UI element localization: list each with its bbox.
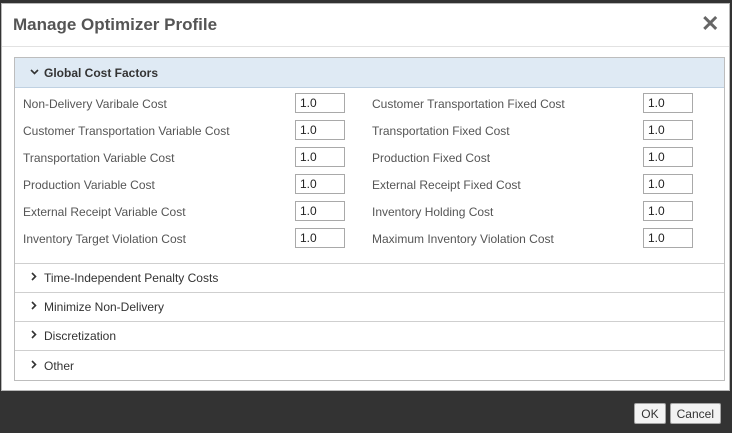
manage-optimizer-profile-dialog: Manage Optimizer Profile ✕ Global Cost F…	[1, 3, 730, 391]
section-header-global-cost-factors[interactable]: Global Cost Factors	[15, 58, 724, 88]
customer-transportation-variable-cost-input[interactable]	[295, 120, 345, 140]
form-row: Inventory Target Violation Cost Maximum …	[15, 228, 705, 250]
accordion: Global Cost Factors Non-Delivery Varibal…	[14, 57, 725, 381]
section-label: Minimize Non-Delivery	[44, 300, 165, 314]
form-row: Non-Delivery Varibale Cost Customer Tran…	[15, 93, 705, 115]
production-fixed-cost-input[interactable]	[643, 147, 693, 167]
field-label: Transportation Variable Cost	[23, 151, 175, 165]
form-row: Transportation Variable Cost Production …	[15, 147, 705, 169]
field-label: Transportation Fixed Cost	[372, 124, 510, 138]
section-header-other[interactable]: Other	[15, 351, 724, 380]
field-label: Production Variable Cost	[23, 178, 155, 192]
field-label: Inventory Target Violation Cost	[23, 232, 186, 246]
inventory-target-violation-cost-input[interactable]	[295, 228, 345, 248]
form-row: Production Variable Cost External Receip…	[15, 174, 705, 196]
maximum-inventory-violation-cost-input[interactable]	[643, 228, 693, 248]
field-label: Customer Transportation Variable Cost	[23, 124, 230, 138]
section-label: Global Cost Factors	[44, 65, 159, 80]
section-header-minimize-non-delivery[interactable]: Minimize Non-Delivery	[15, 293, 724, 322]
ok-button[interactable]: OK	[634, 403, 666, 424]
chevron-right-icon	[27, 330, 41, 342]
chevron-right-icon	[27, 359, 41, 372]
inventory-holding-cost-input[interactable]	[643, 201, 693, 221]
collapsed-sections: Time-Independent Penalty Costs Minimize …	[15, 264, 724, 380]
form-row: External Receipt Variable Cost Inventory…	[15, 201, 705, 223]
non-delivery-variable-cost-input[interactable]	[295, 93, 345, 113]
section-label: Other	[44, 358, 75, 373]
chevron-right-icon	[27, 301, 41, 313]
field-label: Maximum Inventory Violation Cost	[372, 232, 554, 246]
dialog-footer: OK Cancel	[634, 403, 721, 424]
section-label: Time-Independent Penalty Costs	[44, 271, 219, 285]
external-receipt-variable-cost-input[interactable]	[295, 201, 345, 221]
field-label: Production Fixed Cost	[372, 151, 491, 165]
section-label: Discretization	[44, 329, 117, 343]
global-cost-factors-body: Non-Delivery Varibale Cost Customer Tran…	[15, 88, 724, 264]
cancel-button[interactable]: Cancel	[669, 403, 721, 424]
dialog-title: Manage Optimizer Profile	[13, 15, 218, 34]
chevron-right-icon	[27, 272, 41, 284]
field-label: Non-Delivery Varibale Cost	[23, 97, 167, 111]
transportation-fixed-cost-input[interactable]	[643, 120, 693, 140]
customer-transportation-fixed-cost-input[interactable]	[643, 93, 693, 113]
field-label: External Receipt Fixed Cost	[372, 178, 521, 192]
section-header-time-independent-penalty-costs[interactable]: Time-Independent Penalty Costs	[15, 264, 724, 293]
production-variable-cost-input[interactable]	[295, 174, 345, 194]
chevron-down-icon	[27, 67, 41, 78]
transportation-variable-cost-input[interactable]	[295, 147, 345, 167]
field-label: External Receipt Variable Cost	[23, 205, 186, 219]
close-icon[interactable]: ✕	[701, 11, 720, 36]
dialog-title-bar: Manage Optimizer Profile ✕	[2, 4, 729, 47]
form-row: Customer Transportation Variable Cost Tr…	[15, 120, 705, 142]
external-receipt-fixed-cost-input[interactable]	[643, 174, 693, 194]
field-label: Inventory Holding Cost	[372, 205, 494, 219]
field-label: Customer Transportation Fixed Cost	[372, 97, 565, 111]
section-header-discretization[interactable]: Discretization	[15, 322, 724, 351]
